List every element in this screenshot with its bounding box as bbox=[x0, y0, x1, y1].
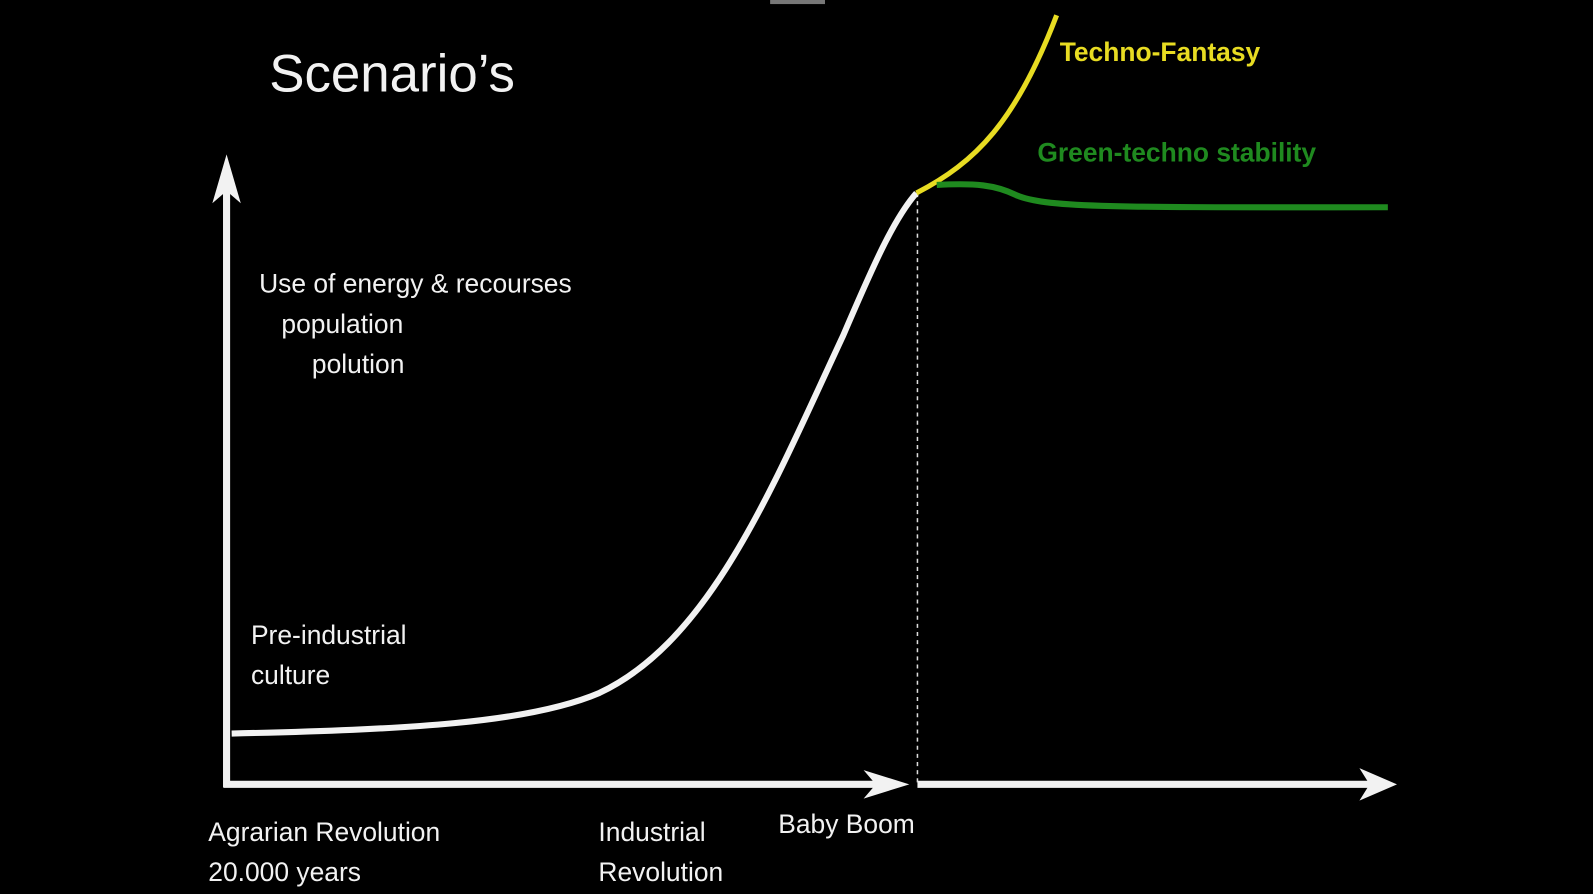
x-label: 20.000 years bbox=[208, 857, 361, 887]
title: Scenario’s bbox=[269, 44, 515, 103]
techno-fantasy-curve bbox=[915, 14, 1060, 196]
top-marker bbox=[770, 0, 825, 5]
y-axis-arrow bbox=[212, 154, 241, 204]
x-label: Industrial bbox=[598, 817, 705, 847]
y-axis-label: Use of energy & recourses bbox=[259, 269, 572, 299]
annotation: Pre-industrial bbox=[251, 620, 407, 650]
x-label: Baby Boom bbox=[778, 809, 915, 839]
green-techno-curve bbox=[936, 181, 1388, 211]
growth-curve bbox=[231, 191, 919, 737]
x-axis-arrow bbox=[863, 770, 910, 799]
annotation: culture bbox=[251, 660, 330, 690]
future-axis-arrow bbox=[1359, 768, 1397, 801]
scenario-label: Green-techno stability bbox=[1037, 138, 1316, 168]
y-axis-label: population bbox=[281, 309, 403, 339]
x-label: Agrarian Revolution bbox=[208, 817, 440, 847]
y-axis-label: polution bbox=[312, 349, 405, 379]
x-label: Revolution bbox=[598, 857, 723, 887]
scenario-label: Techno-Fantasy bbox=[1060, 37, 1261, 67]
